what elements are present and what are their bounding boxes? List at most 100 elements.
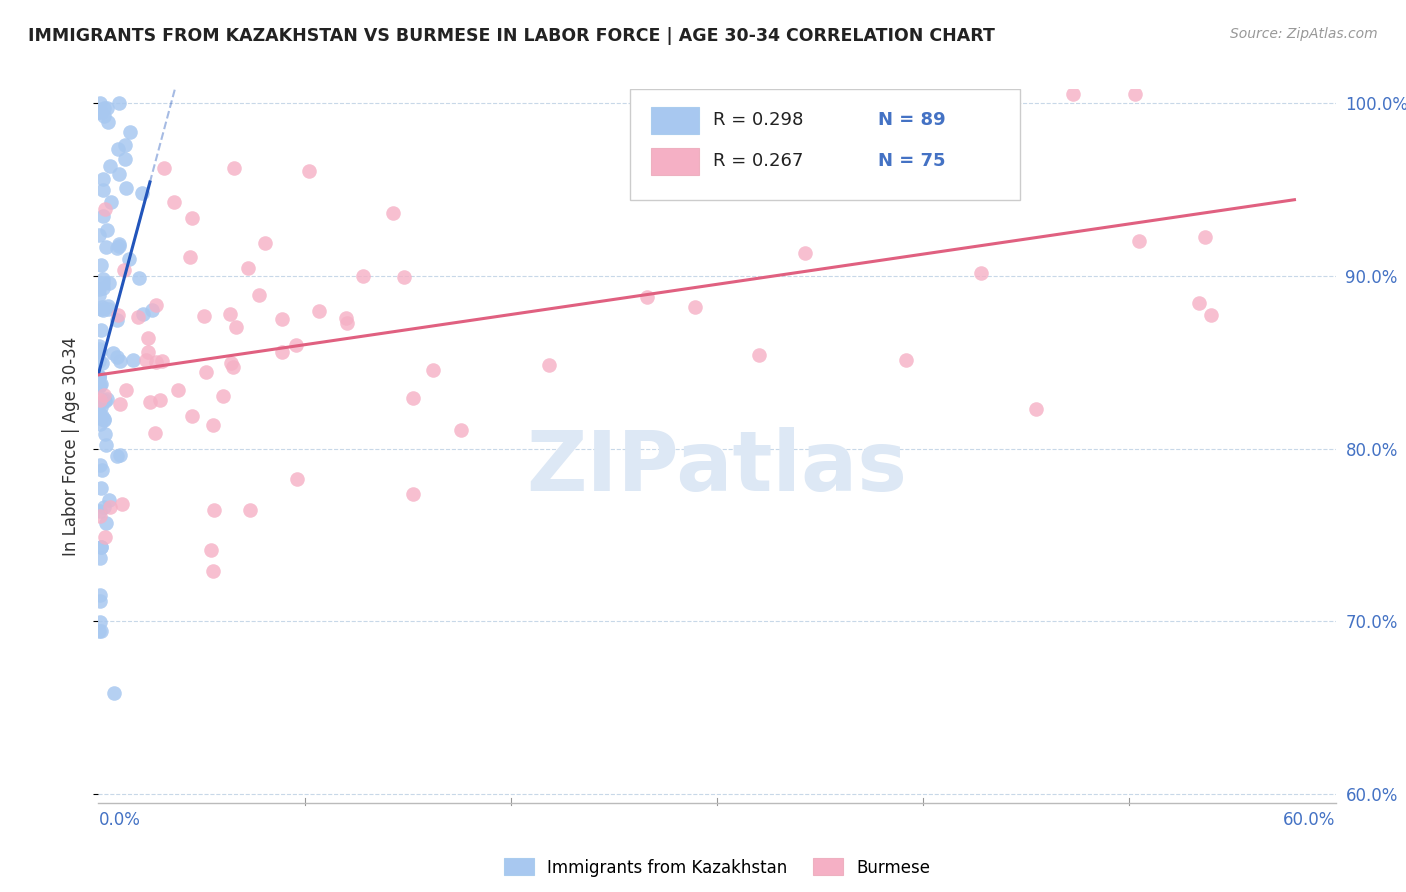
Immigrants from Kazakhstan (94, 240, 117, 254)
Immigrants from Kazakhstan (93, 101, 115, 115)
Immigrants from Kazakhstan (89, 615, 111, 630)
Legend: Immigrants from Kazakhstan, Burmese: Immigrants from Kazakhstan, Burmese (505, 858, 929, 877)
Immigrants from Kazakhstan (97, 302, 120, 317)
Text: IMMIGRANTS FROM KAZAKHSTAN VS BURMESE IN LABOR FORCE | AGE 30-34 CORRELATION CHA: IMMIGRANTS FROM KAZAKHSTAN VS BURMESE IN… (28, 27, 995, 45)
Immigrants from Kazakhstan (98, 276, 121, 290)
Burmese (163, 195, 186, 210)
Immigrants from Kazakhstan (93, 393, 115, 408)
Burmese (335, 311, 357, 326)
Burmese (179, 250, 201, 264)
Immigrants from Kazakhstan (87, 339, 110, 353)
Immigrants from Kazakhstan (89, 227, 111, 242)
Immigrants from Kazakhstan (100, 195, 122, 210)
Burmese (219, 356, 242, 370)
Immigrants from Kazakhstan (87, 354, 110, 368)
Immigrants from Kazakhstan (93, 393, 115, 408)
Immigrants from Kazakhstan (115, 180, 138, 194)
Burmese (93, 530, 115, 544)
Immigrants from Kazakhstan (90, 376, 112, 391)
Burmese (254, 236, 277, 251)
Burmese (239, 503, 262, 517)
Burmese (537, 358, 560, 372)
Burmese (673, 87, 696, 102)
Immigrants from Kazakhstan (91, 301, 114, 315)
Immigrants from Kazakhstan (108, 95, 131, 110)
Burmese (89, 508, 111, 523)
Immigrants from Kazakhstan (89, 95, 111, 110)
Burmese (200, 542, 222, 557)
Burmese (115, 383, 138, 397)
Immigrants from Kazakhstan (103, 346, 125, 360)
Immigrants from Kazakhstan (107, 142, 129, 156)
Burmese (136, 344, 159, 359)
Bar (651, 107, 699, 134)
Burmese (139, 395, 162, 409)
Immigrants from Kazakhstan (89, 550, 111, 565)
Immigrants from Kazakhstan (96, 101, 118, 115)
Burmese (1199, 308, 1222, 322)
Immigrants from Kazakhstan (89, 343, 111, 358)
Immigrants from Kazakhstan (91, 209, 114, 223)
Immigrants from Kazakhstan (90, 105, 112, 120)
Immigrants from Kazakhstan (96, 223, 118, 237)
Immigrants from Kazakhstan (87, 105, 110, 120)
Burmese (224, 161, 246, 176)
Burmese (748, 348, 770, 362)
Immigrants from Kazakhstan (90, 463, 112, 477)
Burmese (107, 308, 129, 322)
Immigrants from Kazakhstan (105, 350, 128, 364)
Immigrants from Kazakhstan (105, 241, 128, 255)
Immigrants from Kazakhstan (89, 283, 111, 297)
Immigrants from Kazakhstan (91, 302, 114, 317)
Immigrants from Kazakhstan (90, 301, 112, 316)
Immigrants from Kazakhstan (131, 186, 153, 200)
Immigrants from Kazakhstan (87, 405, 110, 419)
Immigrants from Kazakhstan (89, 503, 111, 517)
Immigrants from Kazakhstan (98, 159, 121, 173)
Burmese (308, 304, 330, 318)
Burmese (382, 205, 405, 219)
Immigrants from Kazakhstan (89, 588, 111, 602)
Bar (651, 148, 699, 175)
Burmese (180, 211, 202, 225)
Immigrants from Kazakhstan (90, 481, 112, 495)
Burmese (145, 355, 167, 369)
Immigrants from Kazakhstan (94, 516, 117, 530)
Burmese (450, 423, 472, 437)
Burmese (336, 316, 359, 330)
Immigrants from Kazakhstan (94, 427, 117, 442)
Immigrants from Kazakhstan (118, 252, 141, 266)
Immigrants from Kazakhstan (87, 342, 110, 356)
Burmese (402, 487, 425, 501)
Burmese (969, 266, 991, 280)
Immigrants from Kazakhstan (128, 271, 150, 285)
Y-axis label: In Labor Force | Age 30-34: In Labor Force | Age 30-34 (62, 336, 80, 556)
Immigrants from Kazakhstan (96, 392, 118, 406)
Burmese (167, 383, 190, 397)
Immigrants from Kazakhstan (91, 171, 114, 186)
Immigrants from Kazakhstan (103, 686, 125, 700)
Burmese (1128, 234, 1150, 248)
Burmese (98, 500, 121, 514)
Text: 60.0%: 60.0% (1284, 812, 1336, 830)
Immigrants from Kazakhstan (89, 378, 111, 392)
Immigrants from Kazakhstan (110, 448, 132, 462)
Burmese (93, 388, 115, 402)
Burmese (89, 392, 111, 407)
Burmese (636, 290, 658, 304)
Immigrants from Kazakhstan (89, 594, 111, 608)
Burmese (127, 310, 149, 324)
Immigrants from Kazakhstan (108, 239, 131, 253)
Burmese (136, 331, 159, 345)
Burmese (683, 300, 706, 314)
Immigrants from Kazakhstan (89, 369, 111, 384)
Burmese (222, 359, 245, 374)
Burmese (201, 417, 224, 432)
Immigrants from Kazakhstan (90, 258, 112, 272)
Immigrants from Kazakhstan (108, 167, 131, 181)
Burmese (181, 409, 204, 423)
Immigrants from Kazakhstan (93, 500, 115, 515)
FancyBboxPatch shape (630, 89, 1021, 200)
Burmese (285, 338, 308, 352)
Burmese (298, 164, 321, 178)
